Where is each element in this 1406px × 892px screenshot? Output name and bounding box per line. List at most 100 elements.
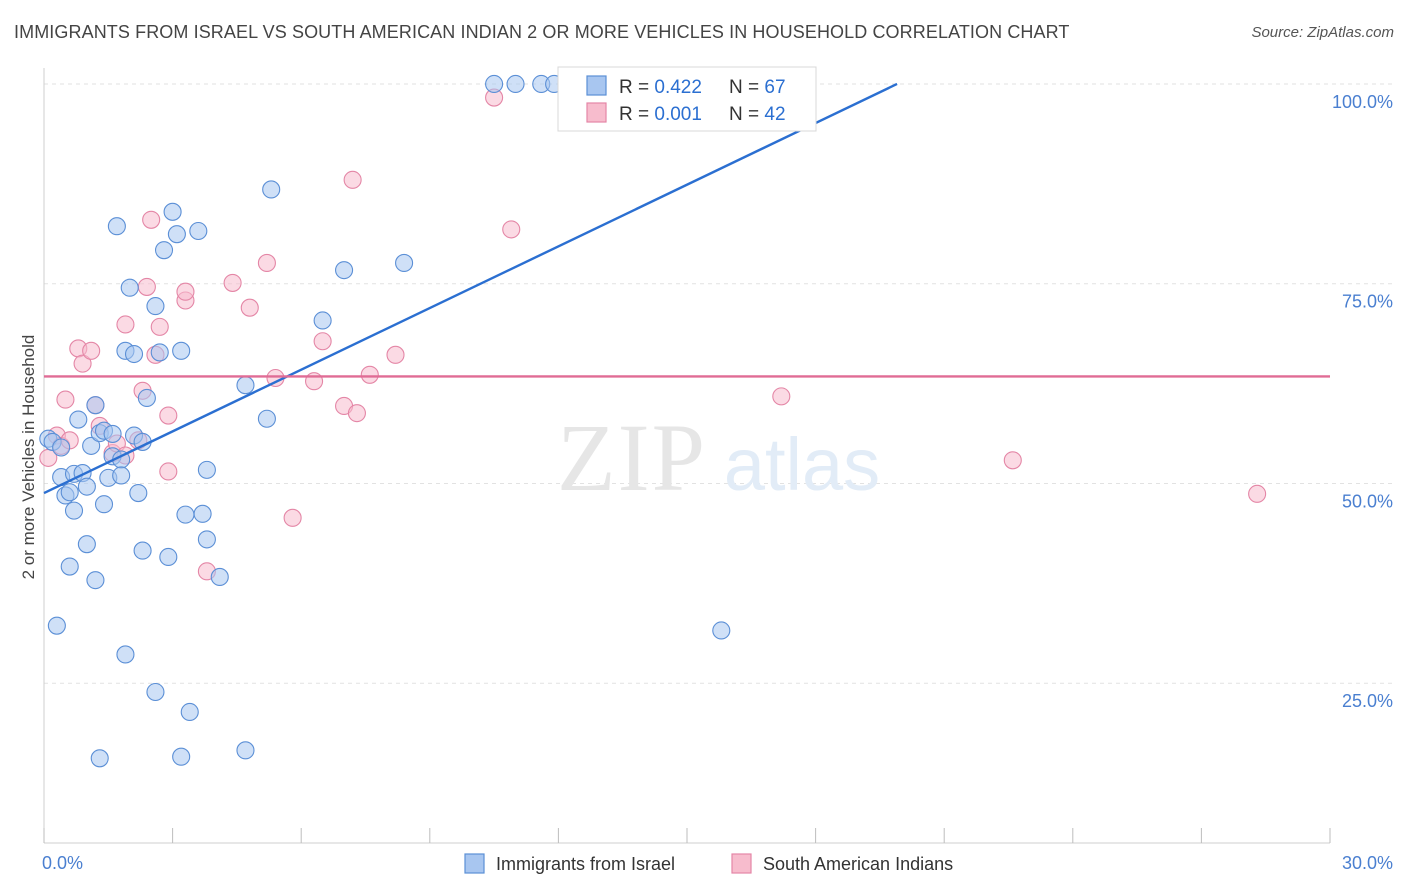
legend-n-value: 42: [764, 104, 785, 125]
data-point: [176, 282, 195, 301]
data-point: [107, 217, 126, 236]
data-point: [73, 354, 92, 373]
data-point: [197, 460, 216, 479]
data-point: [240, 298, 259, 317]
data-point: [360, 365, 379, 384]
data-point: [180, 702, 199, 722]
data-point: [347, 404, 366, 423]
trend-lines: [43, 82, 1330, 495]
data-point: [69, 410, 88, 429]
data-point: [82, 436, 101, 455]
bottom-legend-label-pink: South American Indians: [763, 854, 953, 874]
data-point: [82, 341, 101, 360]
data-point: [176, 505, 195, 524]
data-point: [262, 180, 281, 199]
data-point: [52, 438, 71, 457]
series-legend: Immigrants from Israel South American In…: [464, 853, 953, 874]
data-point: [343, 170, 362, 189]
data-point: [47, 616, 66, 635]
data-point: [90, 749, 109, 768]
legend-swatch-blue: [586, 75, 607, 96]
data-point: [120, 278, 139, 297]
legend-n-label: N =: [729, 104, 764, 125]
y-tick-label: 25.0%: [1342, 691, 1393, 711]
data-point: [236, 741, 255, 760]
data-point: [150, 343, 169, 362]
bottom-legend-label-blue: Immigrants from Israel: [496, 854, 675, 874]
y-axis-label: 2 or more Vehicles in Household: [19, 335, 38, 580]
data-point: [772, 387, 791, 406]
data-point: [137, 277, 156, 296]
y-tick-label: 50.0%: [1342, 491, 1393, 511]
data-point: [154, 241, 174, 260]
y-tick-labels: 25.0% 50.0% 75.0% 100.0%: [1332, 92, 1393, 711]
bottom-legend-swatch-pink: [731, 853, 752, 874]
data-point: [86, 396, 105, 415]
data-point: [502, 220, 521, 239]
legend-r-value: 0.001: [654, 104, 702, 125]
legend-r-label: R =: [619, 104, 654, 125]
chart-title: IMMIGRANTS FROM ISRAEL VS SOUTH AMERICAN…: [14, 22, 1070, 42]
data-point: [112, 466, 131, 485]
bottom-legend-swatch-blue: [464, 853, 485, 874]
data-point: [60, 483, 79, 502]
data-point: [236, 376, 255, 395]
data-point: [159, 406, 178, 425]
data-point: [283, 508, 302, 527]
data-point: [129, 484, 148, 503]
data-point: [60, 557, 79, 576]
data-point: [159, 462, 178, 481]
y-tick-label: 100.0%: [1332, 92, 1393, 112]
svg-text:N = 42: N = 42: [729, 104, 786, 125]
data-point: [77, 535, 96, 554]
svg-text:R = 0.001: R = 0.001: [619, 104, 702, 125]
data-point: [133, 541, 152, 560]
svg-text:N = 67: N = 67: [729, 77, 786, 98]
data-point: [94, 495, 114, 514]
data-point: [124, 344, 144, 364]
data-point: [116, 645, 135, 664]
trend-line-blue: [43, 82, 898, 495]
data-point: [335, 261, 354, 280]
data-point: [506, 74, 525, 94]
data-point: [142, 210, 161, 229]
watermark: ZIP atlas: [557, 404, 880, 511]
data-point: [146, 297, 165, 316]
data-point: [313, 311, 332, 330]
data-point: [77, 477, 96, 496]
data-point: [712, 621, 731, 640]
data-point: [64, 501, 84, 520]
data-point: [1248, 484, 1267, 503]
x-tick-label-max: 30.0%: [1342, 853, 1393, 873]
svg-text:R = 0.422: R = 0.422: [619, 77, 702, 98]
data-point: [485, 74, 504, 94]
legend-n-value: 67: [764, 77, 785, 98]
data-point: [116, 315, 135, 334]
x-tick-label-min: 0.0%: [42, 853, 83, 873]
legend-n-label: N =: [729, 77, 764, 98]
data-point: [1003, 451, 1022, 470]
data-point: [223, 273, 242, 292]
legend-r-value: 0.422: [654, 77, 702, 98]
data-point: [86, 571, 105, 590]
data-point: [395, 253, 414, 272]
data-point: [146, 682, 165, 702]
data-point: [313, 332, 332, 351]
source-label: Source: ZipAtlas.com: [1251, 24, 1394, 41]
data-point: [172, 341, 191, 360]
data-point: [137, 388, 156, 408]
data-point: [167, 225, 186, 244]
correlation-legend: R = 0.422 N = 67 R = 0.001 N = 42: [557, 66, 817, 132]
data-point: [150, 317, 169, 336]
data-point: [386, 345, 405, 364]
data-point: [159, 547, 178, 567]
data-point: [172, 747, 191, 766]
data-point: [163, 202, 182, 221]
watermark-atlas: atlas: [724, 423, 880, 506]
data-point: [189, 221, 208, 241]
legend-r-label: R =: [619, 77, 654, 98]
data-point: [257, 409, 276, 428]
data-point: [257, 253, 276, 272]
data-point: [210, 567, 229, 586]
